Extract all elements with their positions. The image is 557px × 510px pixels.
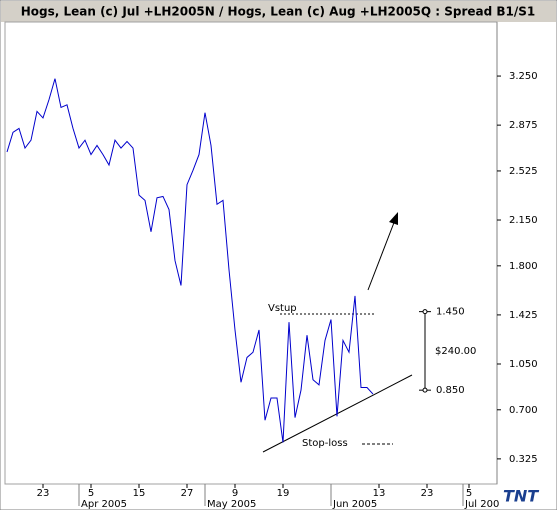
x-tick-label: 27: [181, 488, 194, 499]
x-tick-label: 23: [421, 488, 434, 499]
measure-dot: [422, 309, 428, 315]
x-tick-label: 5: [466, 488, 472, 499]
chart-title: Hogs, Lean (c) Jul +LH2005N / Hogs, Lean…: [21, 5, 536, 19]
y-tick-label: 1.425: [509, 310, 538, 321]
title-bar: [1, 1, 556, 22]
measure-bottom-label: 0.850: [436, 385, 465, 396]
measure-dot: [422, 387, 428, 393]
x-tick-label: 5: [88, 488, 94, 499]
y-tick-label: 1.050: [509, 359, 538, 370]
y-tick-label: 1.800: [509, 261, 538, 272]
y-tick-label: 2.150: [509, 215, 538, 226]
x-tick-label: 23: [37, 488, 50, 499]
arrow-head: [389, 212, 398, 225]
x-tick-label: 9: [232, 488, 238, 499]
x-tick-label: 13: [373, 488, 386, 499]
month-label: Jun 2005: [332, 499, 377, 510]
y-tick-label: 0.325: [509, 454, 538, 465]
measure-top-label: 1.450: [436, 307, 465, 318]
series-line: [6, 78, 374, 443]
x-tick-label: 19: [277, 488, 290, 499]
y-tick-label: 2.875: [509, 120, 538, 131]
month-label: Apr 2005: [81, 499, 127, 510]
arrow-shaft: [367, 219, 396, 291]
entry-label: Vstup: [268, 303, 297, 314]
logo: TNT: [503, 487, 539, 506]
month-label: May 2005: [207, 499, 256, 510]
x-tick-label: 15: [133, 488, 146, 499]
y-tick-label: 0.700: [509, 405, 538, 416]
plot-area: [4, 21, 498, 485]
stop-label: Stop-loss: [302, 438, 348, 449]
y-tick-label: 3.250: [509, 71, 538, 82]
month-label: Jul 200: [464, 499, 499, 510]
y-tick-label: 2.525: [509, 166, 538, 177]
measure-amount: $240.00: [435, 346, 476, 357]
